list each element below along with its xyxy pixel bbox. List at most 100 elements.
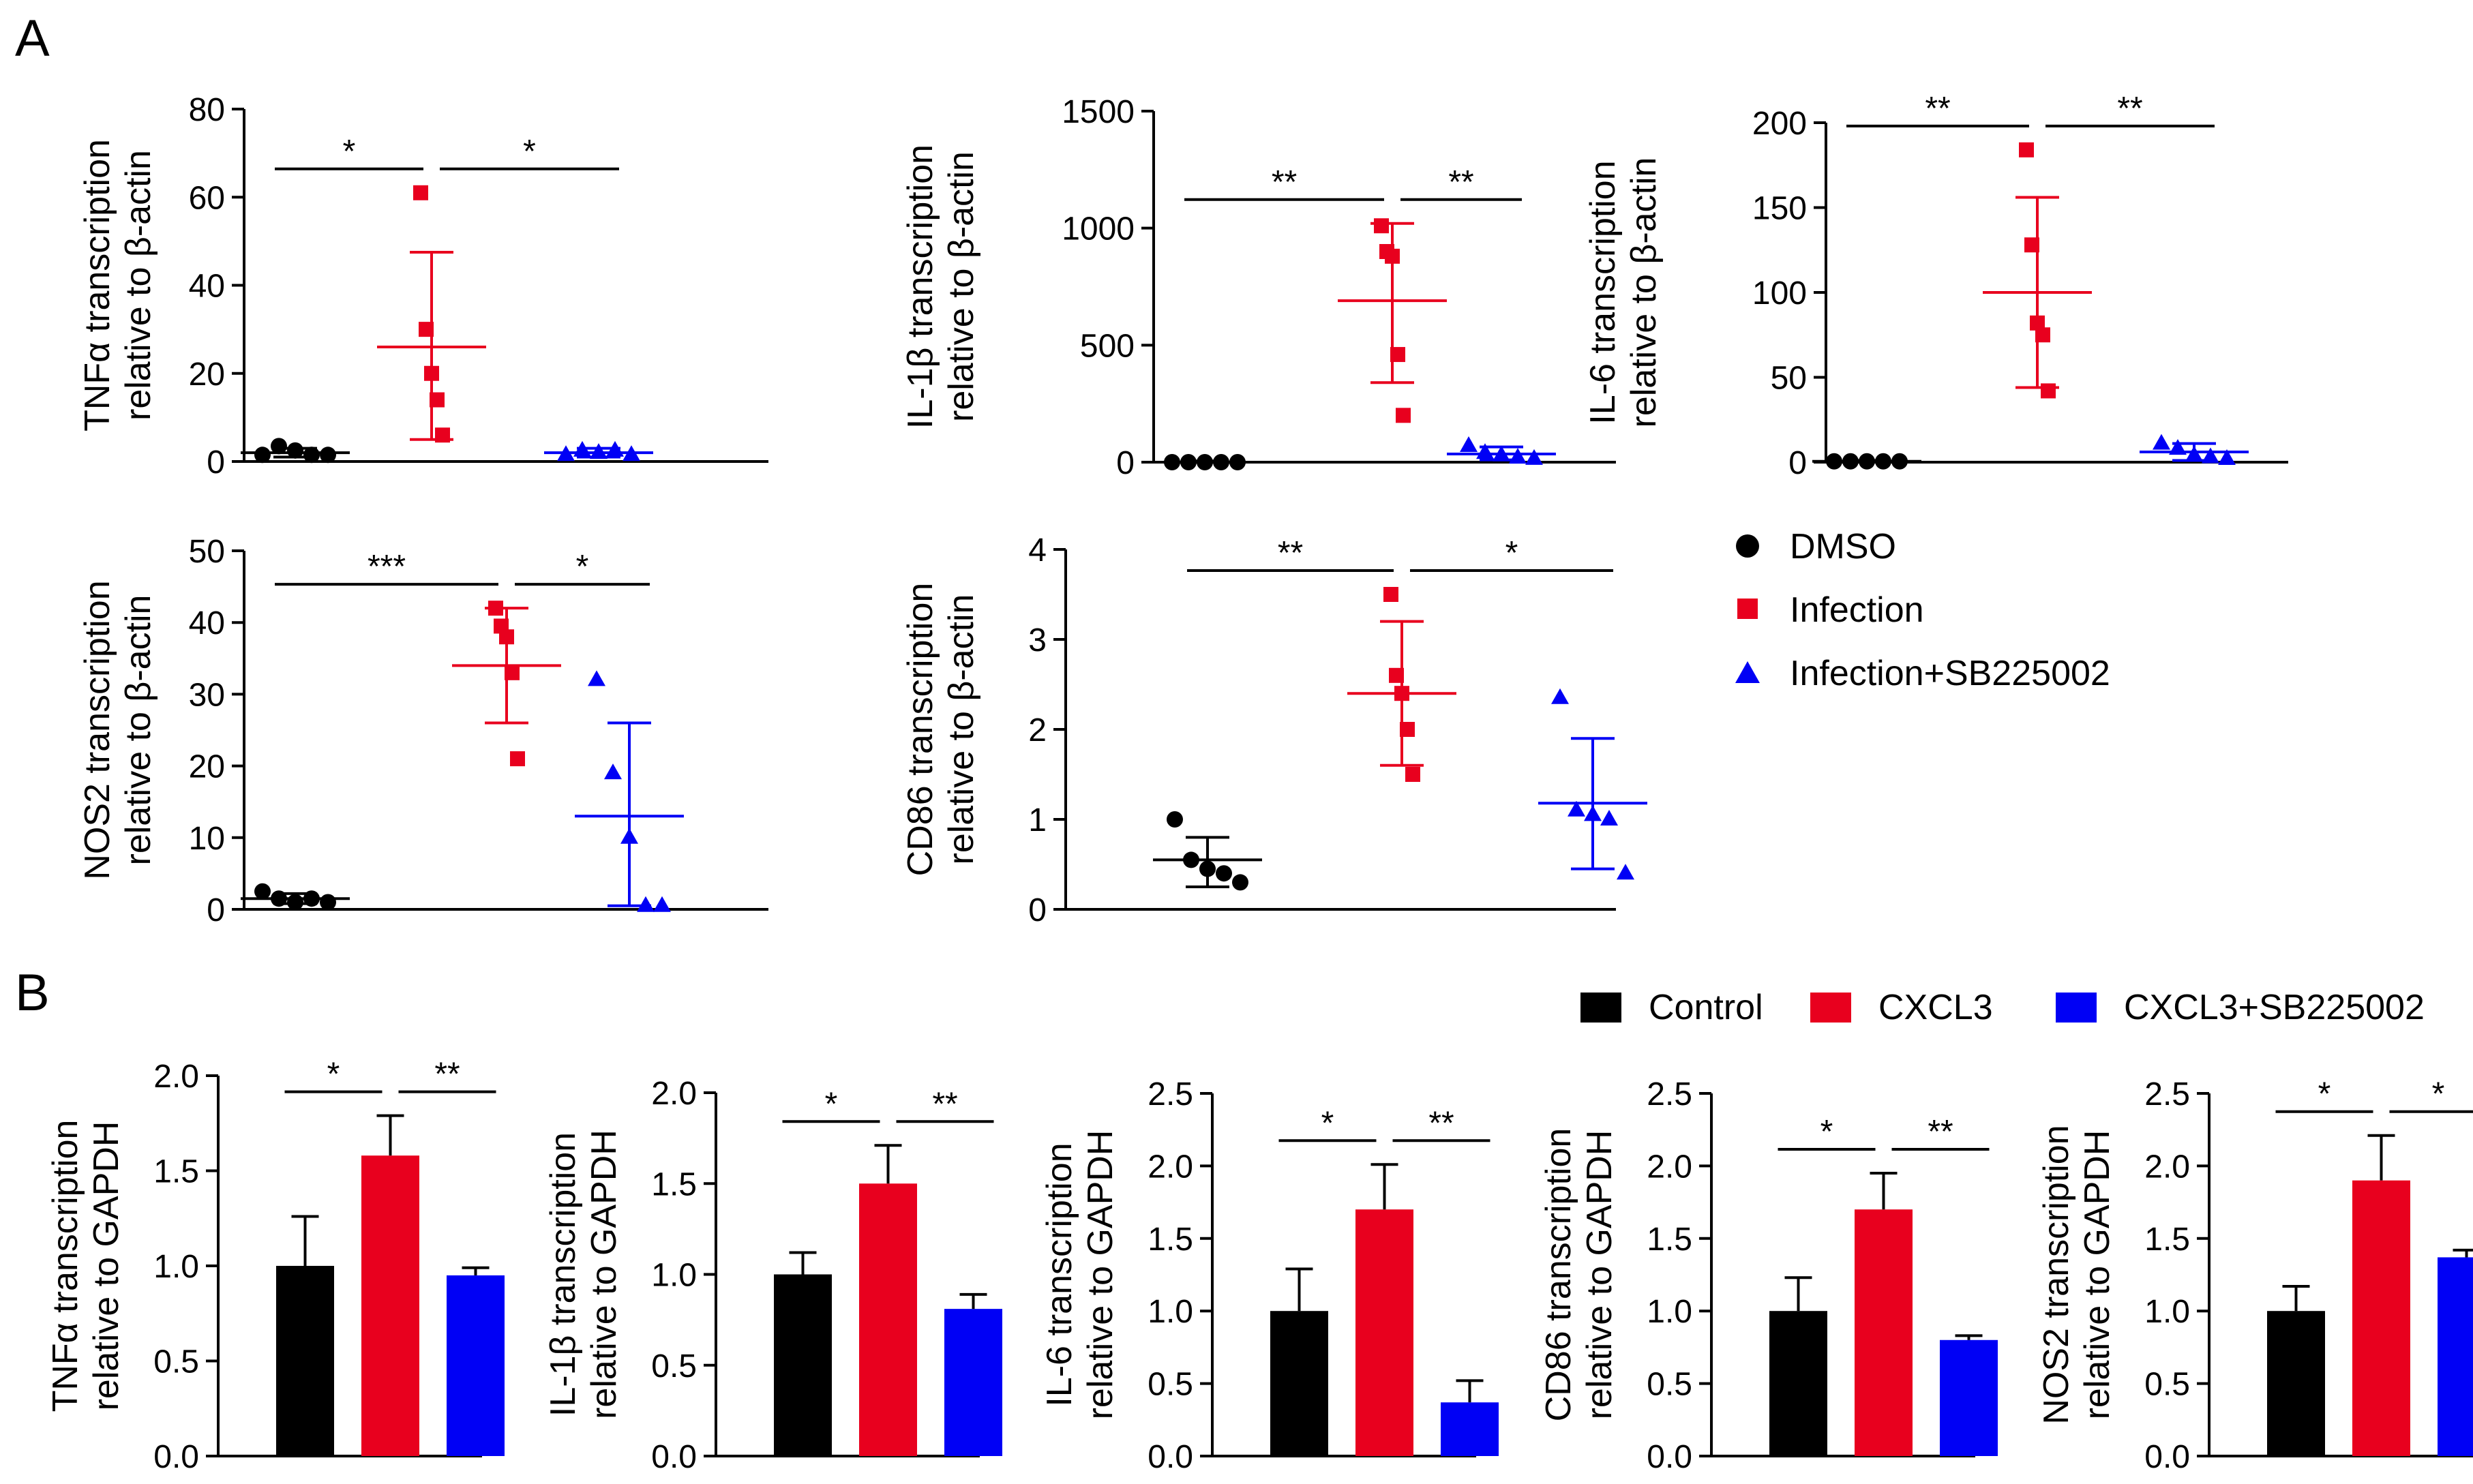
y-axis-label: relative to GAPDH (87, 1121, 126, 1411)
data-point-infection-sb225002 (1617, 864, 1634, 880)
data-point-dmso (1167, 811, 1183, 828)
bar (1355, 1209, 1413, 1456)
y-tick-label: 1.0 (2144, 1294, 2190, 1330)
y-tick-label: 1.5 (1148, 1222, 1193, 1258)
data-point-infection-sb225002 (653, 896, 671, 912)
y-tick-label: 0.0 (1647, 1439, 1692, 1475)
bar (859, 1183, 917, 1456)
data-point-infection-sb225002 (604, 763, 622, 780)
data-point-infection-sb225002 (1568, 800, 1585, 817)
y-axis-label: IL-1β transcription (543, 1132, 583, 1417)
data-point-infection (1389, 667, 1404, 683)
y-axis-label: relative to β-actin (942, 594, 981, 865)
y-tick-label: 20 (189, 749, 225, 785)
y-tick-label: 0.0 (153, 1439, 199, 1475)
data-point-infection-sb225002 (1525, 449, 1543, 465)
data-point-infection-sb225002 (2218, 449, 2236, 466)
bar (2438, 1257, 2473, 1456)
chart-a-cd86: 0 1 2 3 4 CD86 transcription relative to β-act… (901, 532, 1647, 928)
legend-a-item: Infection+SB225002 (1735, 654, 2110, 693)
y-tick-label: 1.0 (1148, 1294, 1193, 1330)
significance-label: * (2318, 1076, 2331, 1112)
data-point-infection (510, 751, 525, 767)
data-point-infection (419, 322, 434, 337)
chart-b-il-6: 0.0 0.5 1.0 1.5 2.0 2.5 IL-6 transcription rela… (1040, 1076, 1499, 1475)
legend-a-infection-label: Infection (1790, 590, 1924, 630)
bar (1769, 1311, 1827, 1456)
y-tick-label: 0.5 (1647, 1367, 1692, 1403)
bar (447, 1275, 505, 1456)
bar (361, 1155, 419, 1456)
y-tick-label: 0 (1788, 445, 1807, 481)
data-point-infection (1383, 587, 1398, 602)
y-tick-label: 0.5 (1148, 1367, 1193, 1403)
data-point-infection-sb225002 (1551, 688, 1569, 704)
y-axis-label: NOS2 transcription (78, 580, 117, 879)
y-tick-label: 0.5 (651, 1348, 697, 1384)
significance-label: * (327, 1057, 340, 1093)
data-point-infection (2024, 237, 2039, 253)
significance-label: * (343, 134, 356, 170)
data-point-dmso (320, 446, 336, 464)
y-tick-label: 30 (189, 677, 225, 713)
y-tick-label: 0 (207, 444, 225, 481)
y-tick-label: 20 (189, 357, 225, 393)
y-axis-label: relative to β-actin (119, 150, 158, 421)
y-axis-label: IL-6 transcription (1040, 1142, 1079, 1406)
significance-label: ** (1928, 1114, 1953, 1150)
y-tick-label: 2.0 (153, 1059, 199, 1095)
y-tick-label: 1000 (1062, 211, 1135, 247)
significance-label: * (2432, 1076, 2445, 1112)
legend-a-sb225002-marker (1735, 661, 1760, 683)
y-tick-label: 2 (1028, 712, 1047, 748)
y-tick-label: 2.0 (1148, 1149, 1193, 1185)
y-tick-label: 100 (1752, 275, 1807, 312)
data-point-infection-sb225002 (1460, 436, 1478, 452)
data-point-infection (1396, 408, 1411, 423)
legend-a-infection-marker (1737, 599, 1758, 619)
y-axis-label: TNFα transcription (46, 1120, 85, 1412)
data-point-infection-sb225002 (1600, 810, 1618, 826)
y-tick-label: 1.0 (651, 1258, 697, 1294)
significance-label: ** (2117, 91, 2142, 127)
bar (2352, 1180, 2410, 1456)
y-axis-label: relative to β-actin (1624, 157, 1664, 428)
data-point-dmso (1232, 874, 1248, 891)
chart-b-tnf-: 0.0 0.5 1.0 1.5 2.0 TNFα transcription relativ… (46, 1057, 505, 1475)
legend-b-cxcl3-sb225002-swatch (2056, 993, 2097, 1023)
bar (944, 1309, 1002, 1456)
significance-label: * (523, 134, 536, 170)
y-axis-label: relative to GAPDH (1580, 1130, 1619, 1420)
y-tick-label: 0 (1028, 892, 1047, 928)
y-tick-label: 0.0 (1148, 1439, 1193, 1475)
significance-label: ** (1448, 164, 1473, 200)
y-tick-label: 0.5 (153, 1344, 199, 1380)
legend-a-sb225002-label: Infection+SB225002 (1790, 654, 2110, 693)
legend-b-cxcl3-swatch (1810, 993, 1851, 1023)
chart-a-tnf-: 0 20 40 60 80 TNFα transcription relative to β… (78, 92, 768, 481)
y-tick-label: 0 (1116, 445, 1135, 481)
y-tick-label: 50 (1771, 361, 1807, 397)
data-point-infection (2019, 142, 2034, 157)
y-tick-label: 150 (1752, 191, 1807, 227)
significance-label: ** (932, 1086, 957, 1122)
significance-label: ** (1272, 164, 1297, 200)
y-tick-label: 1.5 (2144, 1222, 2190, 1258)
bar (1855, 1209, 1913, 1456)
y-axis-label: TNFα transcription (78, 139, 117, 431)
panel-label-a: A (15, 10, 50, 67)
y-tick-label: 0.0 (651, 1439, 697, 1475)
y-tick-label: 0 (207, 892, 225, 928)
data-point-infection (430, 392, 445, 408)
y-tick-label: 2.0 (651, 1076, 697, 1112)
significance-label: ** (434, 1057, 460, 1093)
chart-b-cd86: 0.0 0.5 1.0 1.5 2.0 2.5 CD86 transcription rela… (1539, 1076, 1998, 1475)
y-axis-label: CD86 transcription (901, 583, 940, 877)
bar (774, 1274, 832, 1456)
data-point-dmso (271, 438, 287, 455)
significance-label: * (825, 1086, 838, 1122)
y-tick-label: 1.5 (651, 1166, 697, 1202)
y-axis-label: NOS2 transcription (2037, 1125, 2076, 1424)
legend-b-cxcl3-sb225002-label: CXCL3+SB225002 (2124, 988, 2425, 1027)
y-tick-label: 50 (189, 534, 225, 570)
